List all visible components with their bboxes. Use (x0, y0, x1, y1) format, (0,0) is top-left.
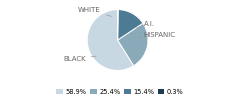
Text: A.I.: A.I. (137, 21, 155, 28)
Wedge shape (118, 23, 148, 66)
Text: WHITE: WHITE (78, 7, 111, 16)
Wedge shape (118, 10, 143, 40)
Wedge shape (87, 10, 134, 70)
Text: BLACK: BLACK (63, 56, 96, 62)
Legend: 58.9%, 25.4%, 15.4%, 0.3%: 58.9%, 25.4%, 15.4%, 0.3% (56, 88, 184, 96)
Text: HISPANIC: HISPANIC (138, 32, 175, 38)
